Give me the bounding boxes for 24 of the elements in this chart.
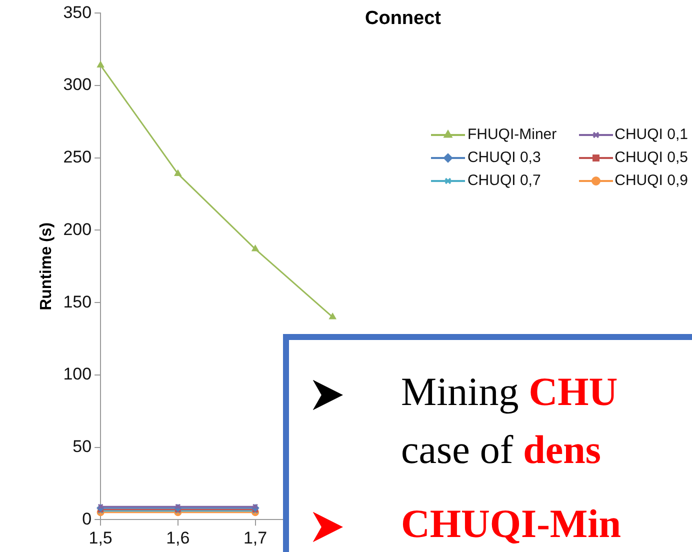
annotation: dens (522, 427, 601, 472)
legend-label: CHUQI 0,1 (614, 126, 688, 143)
x-tick-label: 1,7 (243, 528, 268, 548)
legend-label: CHUQI 0,7 (467, 172, 541, 189)
legend-label: CHUQI 0,9 (614, 172, 688, 189)
legend-label: CHUQI 0,3 (467, 149, 541, 166)
annotation: CHUQI-Min (401, 501, 621, 546)
legend-label: CHUQI 0,5 (614, 149, 688, 166)
chart-title: Connect (365, 8, 441, 29)
x-tick-label: 1,5 (88, 528, 112, 548)
y-tick-label: 200 (63, 220, 92, 239)
y-tick-label: 250 (63, 148, 92, 167)
y-axis-title: Runtime (s) (38, 222, 56, 310)
legend-label: FHUQI-Miner (467, 126, 557, 143)
y-tick-label: 0 (82, 509, 92, 528)
y-tick-label: 50 (72, 436, 92, 456)
annotation: CHU (528, 369, 618, 414)
y-tick-label: 350 (63, 2, 92, 22)
annotation: case of (401, 427, 514, 472)
y-tick-label: 100 (63, 364, 92, 384)
y-tick-label: 300 (63, 75, 92, 94)
annotation: Mining (401, 369, 519, 414)
y-tick-label: 150 (63, 292, 92, 312)
x-tick-label: 1,6 (166, 528, 190, 548)
